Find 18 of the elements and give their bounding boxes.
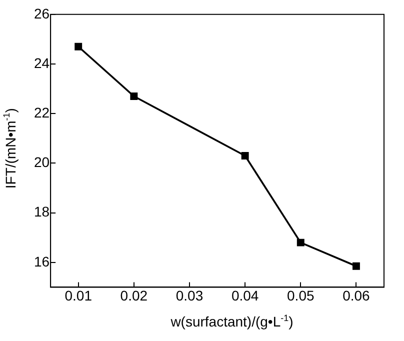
x-tick-label: 0.05 — [287, 287, 314, 304]
point — [130, 92, 138, 100]
x-tick-label: 0.04 — [231, 287, 259, 304]
point — [241, 152, 249, 160]
x-tick-label: 0.06 — [342, 287, 370, 304]
y-tick-label: 20 — [34, 154, 50, 170]
x-tick-label: 0.02 — [120, 287, 148, 304]
y-tick-label: 24 — [34, 54, 50, 71]
point — [74, 42, 82, 50]
x-tick-label: 0.01 — [64, 287, 92, 304]
y-tick-label: 16 — [34, 253, 50, 270]
y-tick-label: 22 — [34, 104, 50, 120]
point — [296, 238, 304, 246]
y-tick-label: 26 — [34, 5, 50, 22]
point — [352, 262, 360, 270]
x-axis-title: w(surfactant)/(g•L$^{-1}$) — [170, 313, 294, 330]
y-tick-label: 18 — [34, 204, 50, 220]
x-tick-label: 0.03 — [176, 287, 204, 304]
